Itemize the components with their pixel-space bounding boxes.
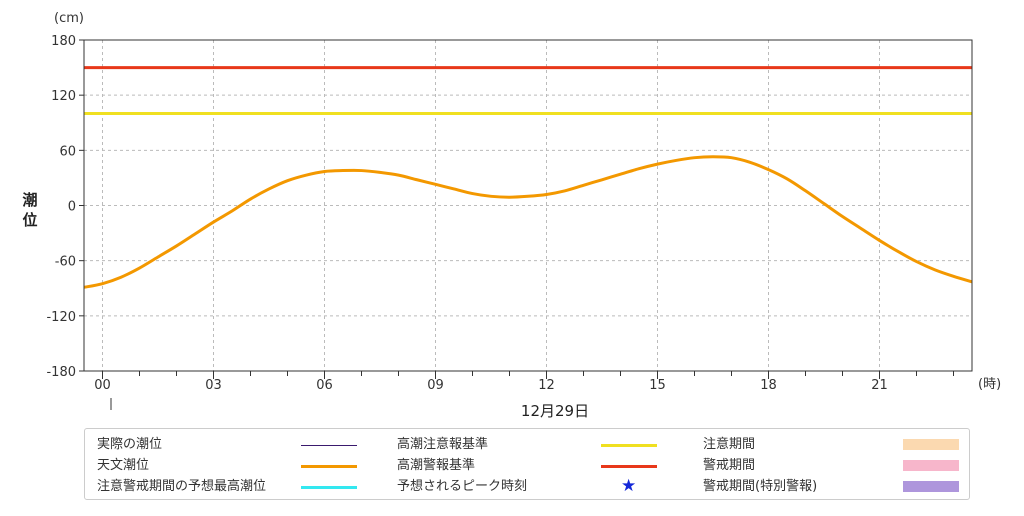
y-tick-label: -60 <box>55 255 76 270</box>
legend-label: 予想されるピーク時刻 <box>397 479 528 494</box>
series-line-0 <box>83 155 973 289</box>
x-tick-label: 21 <box>871 378 888 393</box>
legend-label: 高潮注意報基準 <box>397 437 489 452</box>
series-layer <box>83 66 973 289</box>
y-tick-label: 180 <box>51 34 76 49</box>
y-tick-label: -180 <box>46 365 76 380</box>
legend: 実際の潮位天文潮位注意警戒期間の予想最高潮位 高潮注意報基準 高潮警報基準予想される… <box>84 428 970 500</box>
y-axis-title: 潮位 <box>22 191 38 229</box>
x-tick-label: 03 <box>205 378 222 393</box>
x-tick-label: 09 <box>427 378 444 393</box>
legend-line-swatch <box>301 486 357 489</box>
y-tick-label: 60 <box>59 144 76 159</box>
legend-label: 注意警戒期間の予想最高潮位 <box>97 479 267 494</box>
tide-chart: 180 120 60 0 -60 -120 -180 00 03 06 09 12 15 18 21 (c… <box>46 11 1001 420</box>
legend-box-swatch <box>903 460 959 471</box>
legend-label: 天文潮位 <box>97 458 150 473</box>
legend-line-swatch <box>601 444 657 447</box>
legend-label: 警戒期間 <box>703 458 756 473</box>
x-tick-label: 15 <box>649 378 666 393</box>
y-axis-ticks: 180 120 60 0 -60 -120 -180 <box>46 34 84 380</box>
x-axis-ticks: 00 03 06 09 12 15 18 21 <box>94 371 954 393</box>
legend-box-swatch <box>903 481 959 492</box>
star-icon: ★ <box>621 476 637 496</box>
grid-lines <box>84 40 972 371</box>
x-tick-label: 18 <box>760 378 777 393</box>
legend-line-swatch <box>301 445 357 446</box>
x-tick-label: 06 <box>316 378 333 393</box>
legend-label: 注意期間 <box>703 437 756 452</box>
y-tick-label: 120 <box>51 89 76 104</box>
y-tick-label: -120 <box>46 310 76 325</box>
y-tick-label: 0 <box>68 200 76 215</box>
legend-label: 警戒期間(特別警報) <box>703 479 818 494</box>
x-tick-label: 12 <box>538 378 555 393</box>
legend-label: 高潮警報基準 <box>397 458 476 473</box>
legend-line-swatch <box>601 465 657 468</box>
legend-box-swatch <box>903 439 959 450</box>
x-unit-label: (時) <box>978 377 1001 392</box>
date-label: 12月29日 <box>521 402 589 420</box>
x-tick-label: 00 <box>94 378 111 393</box>
legend-label: 実際の潮位 <box>97 437 163 452</box>
y-unit-label: (cm) <box>54 11 84 26</box>
legend-line-swatch <box>301 465 357 468</box>
